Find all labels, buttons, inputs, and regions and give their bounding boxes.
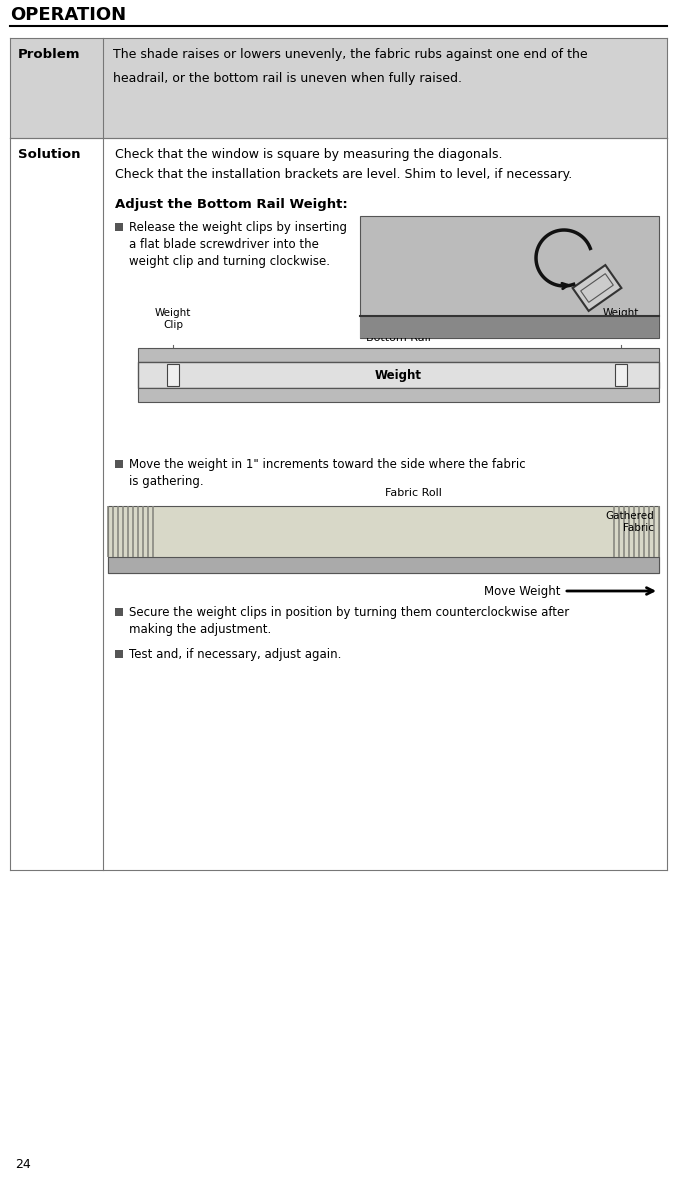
Text: Weight
Clip: Weight Clip [155,309,191,330]
Bar [138,362,659,388]
Text: Test and, if necessary, adjust again.: Test and, if necessary, adjust again. [129,648,341,661]
Bar [10,138,667,870]
Text: Weight: Weight [375,368,422,381]
Text: making the adjustment.: making the adjustment. [129,623,271,636]
Text: The shade raises or lowers unevenly, the fabric rubs against one end of the: The shade raises or lowers unevenly, the… [113,49,588,62]
Text: Check that the window is square by measuring the diagonals.: Check that the window is square by measu… [115,148,502,161]
Text: OPERATION: OPERATION [10,6,126,24]
Bar [615,364,627,386]
Bar [108,506,659,573]
Text: Fabric Roll: Fabric Roll [385,489,442,498]
Bar [115,608,123,616]
Text: Move the weight in 1" increments toward the side where the fabric: Move the weight in 1" increments toward … [129,458,525,471]
Bar [115,460,123,468]
Polygon shape [573,265,621,311]
Text: headrail, or the bottom rail is uneven when fully raised.: headrail, or the bottom rail is uneven w… [113,72,462,85]
Bar [138,348,659,362]
Text: Solution: Solution [18,148,81,161]
Text: Weight
Clip: Weight Clip [603,309,639,330]
Text: Release the weight clips by inserting: Release the weight clips by inserting [129,221,347,234]
Bar [360,316,659,338]
Text: Problem: Problem [18,49,81,62]
Text: is gathering.: is gathering. [129,476,204,489]
Text: 24: 24 [15,1158,30,1171]
Bar [115,649,123,658]
Bar [138,388,659,402]
Text: Adjust the Bottom Rail Weight:: Adjust the Bottom Rail Weight: [115,198,348,211]
Text: a flat blade screwdriver into the: a flat blade screwdriver into the [129,238,319,251]
Text: Bottom Rail: Bottom Rail [366,332,431,343]
Bar [10,38,667,138]
Bar [360,216,659,338]
Text: weight clip and turning clockwise.: weight clip and turning clockwise. [129,256,330,269]
Text: Secure the weight clips in position by turning them counterclockwise after: Secure the weight clips in position by t… [129,606,569,619]
Text: Check that the installation brackets are level. Shim to level, if necessary.: Check that the installation brackets are… [115,168,572,181]
Bar [115,224,123,231]
Bar [108,557,659,573]
Text: Move Weight: Move Weight [483,584,560,597]
Bar [167,364,179,386]
Text: Gathered
Fabric: Gathered Fabric [605,511,654,532]
